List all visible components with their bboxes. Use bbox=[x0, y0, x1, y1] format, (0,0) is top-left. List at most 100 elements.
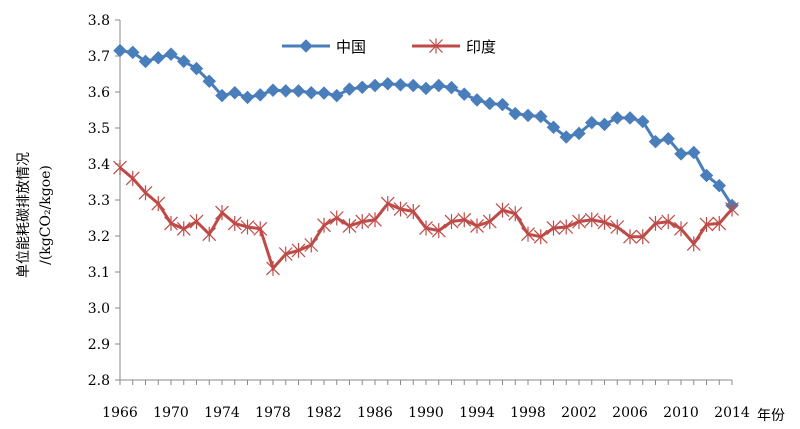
data-point-diamond bbox=[444, 80, 459, 95]
y-tick-label: 2.9 bbox=[88, 337, 110, 353]
x-tick-label: 1998 bbox=[510, 405, 546, 421]
legend-label: 印度 bbox=[466, 38, 496, 56]
y-tick-label: 3.4 bbox=[88, 157, 110, 173]
y-tick-label: 3.1 bbox=[88, 265, 110, 281]
data-point-diamond bbox=[597, 117, 612, 132]
data-point-diamond bbox=[712, 178, 727, 193]
y-axis-unit: /(kgCO₂/kgoe) bbox=[38, 165, 54, 265]
data-point-diamond bbox=[329, 88, 344, 103]
data-point-star bbox=[712, 215, 727, 231]
data-point-diamond bbox=[164, 47, 178, 62]
legend-item-india: 印度 bbox=[412, 38, 496, 56]
series-china bbox=[113, 43, 739, 213]
y-tick-label: 3.5 bbox=[88, 121, 110, 137]
data-point-diamond bbox=[699, 168, 714, 183]
data-point-star bbox=[546, 220, 561, 236]
x-tick-label: 1986 bbox=[357, 405, 393, 421]
data-point-diamond bbox=[317, 86, 331, 100]
y-tick-label: 3.3 bbox=[88, 193, 110, 209]
data-point-diamond bbox=[189, 61, 204, 76]
data-point-star bbox=[533, 229, 548, 245]
data-point-diamond bbox=[648, 134, 663, 149]
legend-label: 中国 bbox=[336, 38, 366, 56]
data-point-diamond bbox=[674, 147, 688, 161]
data-point-diamond bbox=[113, 43, 127, 58]
data-point-diamond bbox=[546, 120, 561, 135]
data-point-star bbox=[368, 212, 382, 228]
x-tick-label: 1990 bbox=[408, 405, 444, 421]
x-ticks: 1966 1970 1974 1978 1982 1986 1990 1994 1998 2002… bbox=[102, 380, 750, 421]
y-tick-label: 3.8 bbox=[88, 13, 110, 29]
y-tick-label: 3.7 bbox=[88, 49, 110, 65]
data-point-star bbox=[457, 212, 472, 228]
x-tick-label: 2002 bbox=[561, 405, 597, 421]
data-point-diamond bbox=[291, 84, 306, 98]
y-tick-label: 3.0 bbox=[88, 301, 110, 317]
data-point-star bbox=[482, 214, 497, 230]
data-point-diamond bbox=[584, 115, 599, 130]
data-point-star bbox=[495, 202, 510, 218]
data-point-diamond bbox=[215, 88, 229, 103]
data-point-star bbox=[559, 219, 574, 235]
data-point-star bbox=[406, 204, 421, 220]
x-tick-label: 1982 bbox=[306, 405, 342, 421]
data-point-star bbox=[151, 196, 166, 212]
series-line bbox=[119, 166, 734, 272]
data-point-star bbox=[725, 201, 739, 217]
data-point-diamond bbox=[661, 131, 676, 146]
y-tick-label: 3.2 bbox=[88, 229, 110, 245]
y-axis-title-unit: /(kgCO₂/kgoe) bbox=[38, 165, 54, 265]
data-point-diamond bbox=[202, 74, 217, 89]
data-point-diamond bbox=[138, 54, 153, 69]
data-point-diamond bbox=[457, 87, 472, 102]
x-tick-label: 1970 bbox=[153, 405, 189, 421]
data-point-star bbox=[661, 214, 676, 230]
data-point-diamond bbox=[610, 111, 625, 125]
data-point-star bbox=[266, 260, 280, 276]
data-point-diamond bbox=[125, 45, 140, 60]
data-point-star bbox=[699, 216, 714, 232]
data-point-diamond bbox=[355, 80, 370, 95]
x-tick-label: 2006 bbox=[612, 405, 648, 421]
data-point-diamond bbox=[419, 81, 433, 96]
data-point-diamond bbox=[240, 90, 255, 105]
y-axis-title-main: 单位能耗碳排放情况 bbox=[16, 152, 32, 278]
data-point-diamond bbox=[495, 97, 510, 112]
data-point-star bbox=[176, 221, 191, 237]
data-point-diamond bbox=[533, 109, 548, 124]
data-point-star bbox=[317, 217, 331, 233]
legend-item-china: 中国 bbox=[282, 38, 366, 56]
data-point-star bbox=[508, 206, 523, 222]
data-point-star bbox=[215, 205, 229, 221]
data-point-star bbox=[125, 170, 140, 186]
data-point-star bbox=[227, 215, 242, 231]
data-point-diamond bbox=[572, 126, 586, 141]
data-point-diamond bbox=[368, 78, 382, 93]
data-point-star bbox=[164, 215, 178, 231]
data-point-star bbox=[429, 38, 443, 54]
x-tick-label: 1994 bbox=[459, 405, 495, 421]
series-line bbox=[119, 49, 734, 207]
data-point-star bbox=[623, 229, 637, 245]
data-point-star bbox=[521, 226, 535, 242]
x-tick-label: 1978 bbox=[255, 405, 291, 421]
data-point-diamond bbox=[686, 145, 701, 160]
data-point-diamond bbox=[278, 84, 293, 98]
data-point-diamond bbox=[482, 96, 497, 111]
x-tick-label: 1974 bbox=[204, 405, 240, 421]
data-point-star bbox=[431, 223, 446, 239]
data-point-star bbox=[648, 215, 663, 231]
data-point-star bbox=[393, 201, 408, 217]
data-point-star bbox=[113, 160, 127, 176]
data-point-diamond bbox=[431, 78, 446, 93]
data-point-diamond bbox=[151, 50, 166, 65]
data-point-star bbox=[380, 196, 395, 212]
data-point-star bbox=[240, 219, 255, 235]
data-point-star bbox=[138, 185, 153, 201]
data-point-star bbox=[291, 242, 306, 258]
data-point-star bbox=[635, 229, 650, 245]
data-point-star bbox=[304, 237, 319, 253]
y-tick-label: 3.6 bbox=[88, 85, 110, 101]
data-point-diamond bbox=[176, 54, 191, 69]
